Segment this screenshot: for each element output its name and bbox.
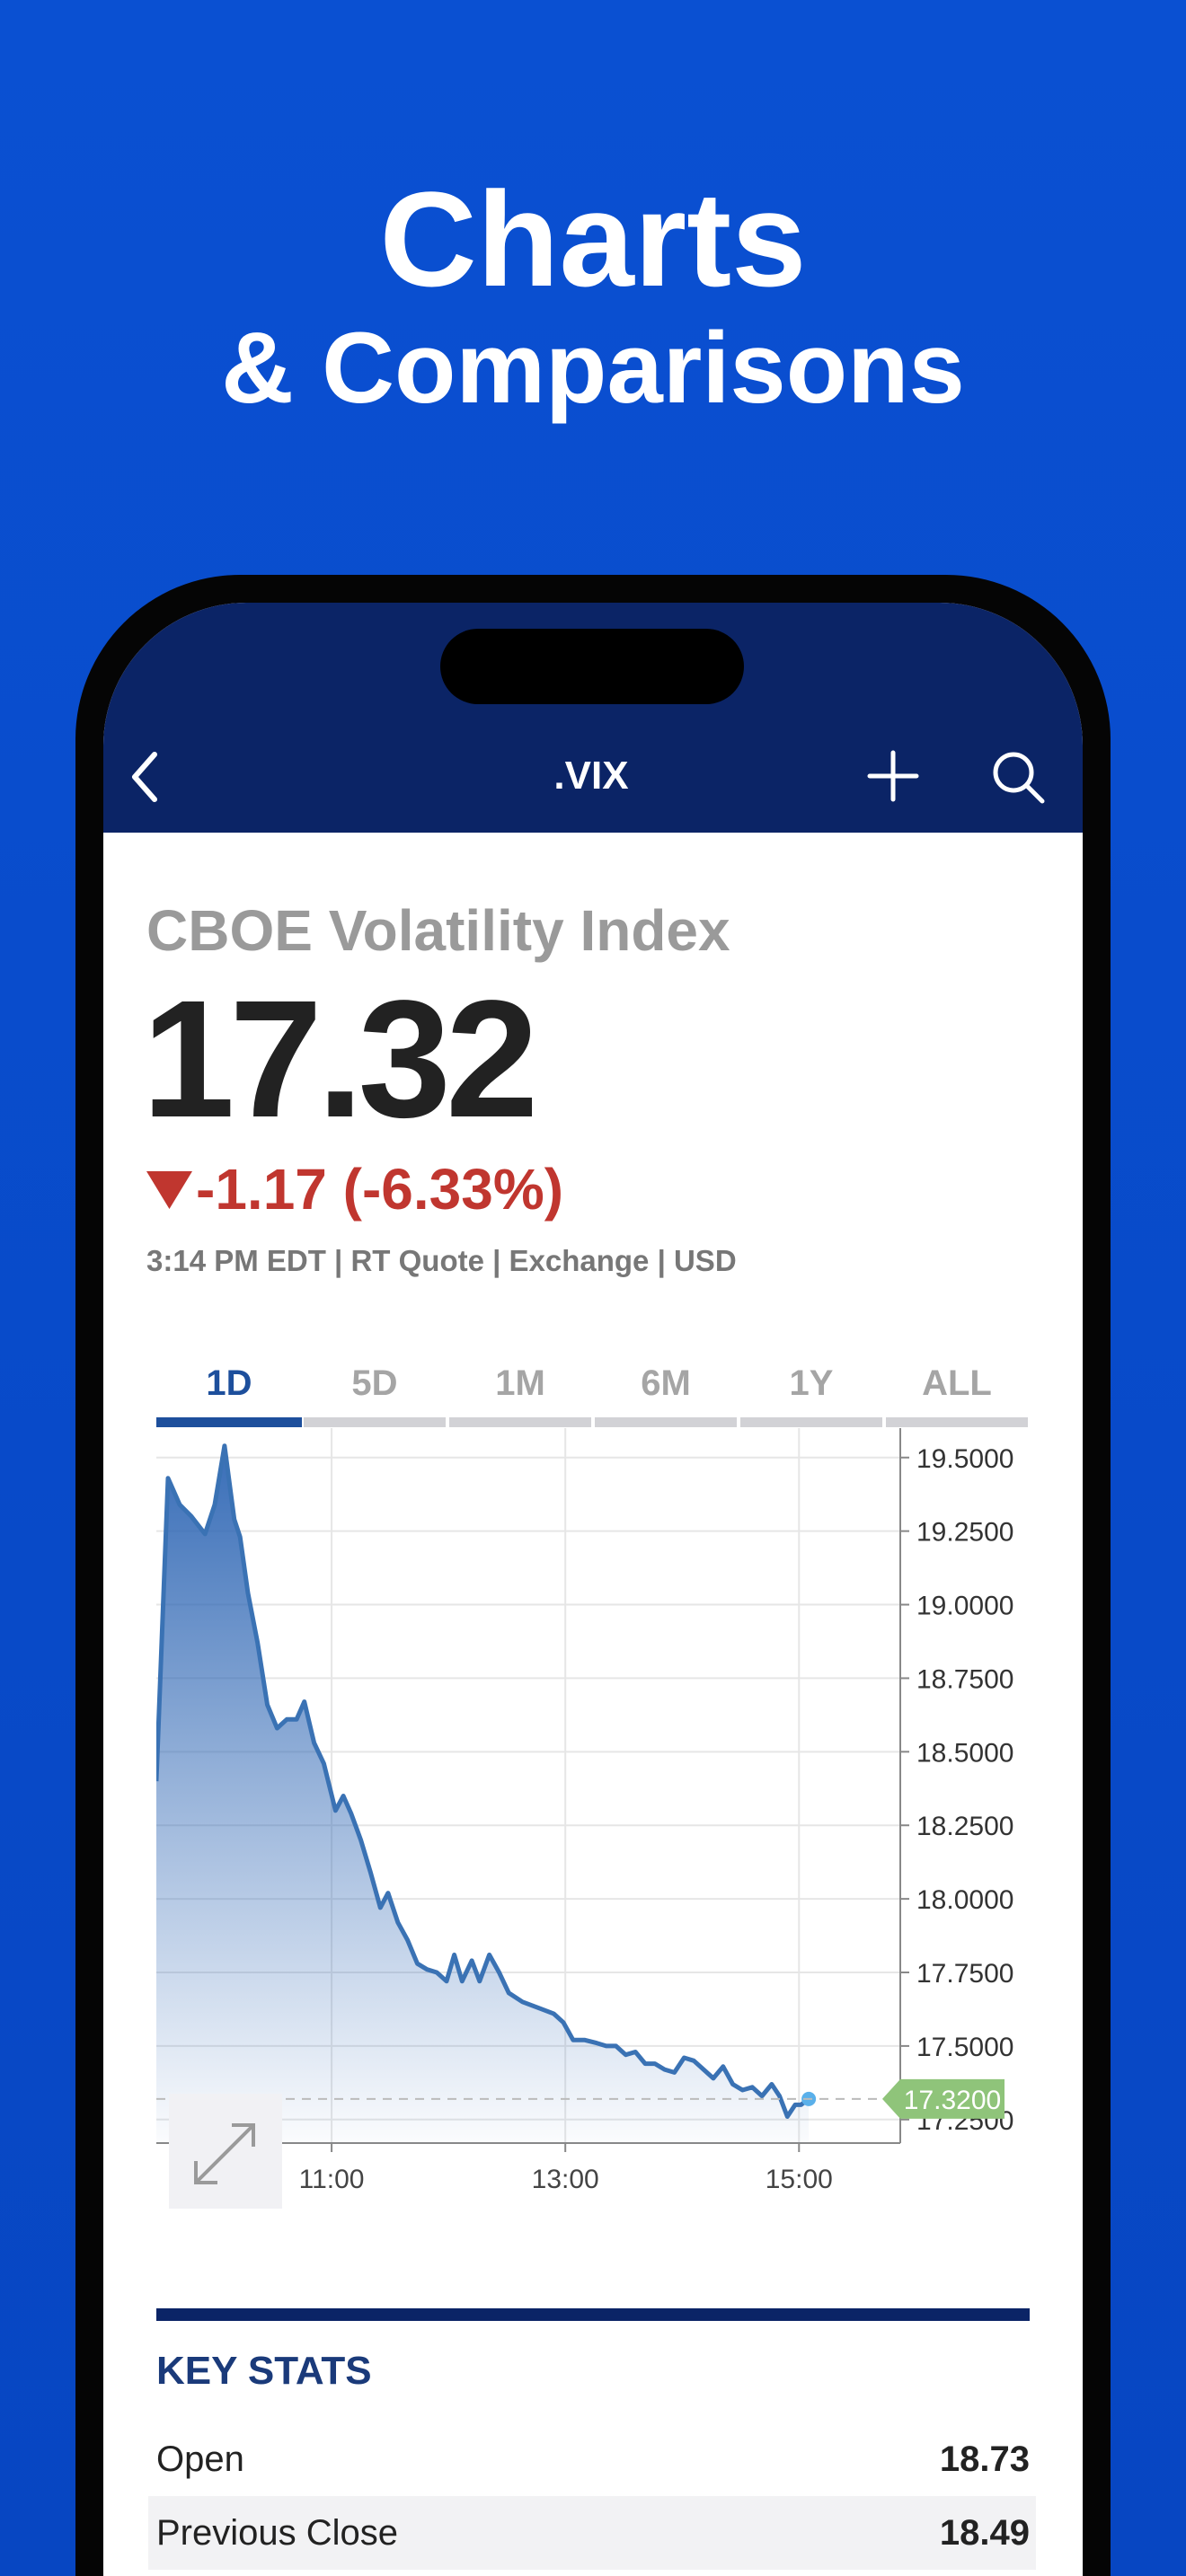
x-tick-label: 13:00 — [532, 2165, 599, 2194]
stat-label: Open — [156, 2439, 244, 2479]
y-tick-label: 19.2500 — [916, 1518, 1013, 1548]
search-button[interactable] — [993, 752, 1045, 804]
tab-indicator — [886, 1417, 1028, 1427]
period-tab[interactable]: 1M — [495, 1363, 545, 1403]
y-tick-label: 17.7500 — [916, 1959, 1013, 1989]
x-tick-label: 15:00 — [766, 2165, 833, 2194]
period-tab[interactable]: 1Y — [790, 1363, 834, 1403]
period-tabs: 1D 5D 1M 6M 1Y ALL — [156, 1363, 1028, 1427]
expand-button[interactable] — [169, 2094, 282, 2209]
x-tick-label: 11:00 — [299, 2165, 365, 2194]
plot — [156, 1443, 810, 2143]
period-tab[interactable]: 1D — [206, 1363, 252, 1403]
y-tick-label: 18.7500 — [916, 1664, 1013, 1694]
security-name: CBOE Volatility Index — [146, 898, 730, 963]
dynamic-island — [440, 629, 744, 704]
period-tab[interactable]: ALL — [922, 1363, 992, 1403]
y-tick-label: 19.0000 — [916, 1592, 1013, 1621]
tab-indicator — [156, 1417, 302, 1427]
section-title: KEY STATS — [156, 2349, 372, 2393]
tab-indicator — [595, 1417, 737, 1427]
row-background — [148, 2496, 1036, 2570]
stat-value: 18.73 — [940, 2439, 1030, 2479]
section-rule — [156, 2308, 1030, 2321]
add-button[interactable] — [867, 750, 919, 802]
y-tick-label: 17.5000 — [916, 2033, 1013, 2062]
price: 17.32 — [142, 966, 533, 1152]
price-change: -1.17 (-6.33%) — [196, 1157, 563, 1222]
nav-title: .VIX — [553, 754, 628, 798]
tab-indicator — [740, 1417, 882, 1427]
promo-subtitle: & Comparisons — [221, 312, 965, 424]
stat-value: 18.49 — [940, 2513, 1030, 2553]
stat-label: Previous Close — [156, 2513, 398, 2553]
nav-bar — [103, 603, 1083, 833]
period-tab[interactable]: 5D — [351, 1363, 397, 1403]
y-tick-label: 18.0000 — [916, 1885, 1013, 1915]
area — [156, 1445, 810, 2143]
down-arrow — [146, 1171, 192, 1209]
chart: 17.250017.500017.750018.000018.250018.50… — [156, 1428, 1013, 2194]
last-price-label: 17.3200 — [904, 2086, 1001, 2115]
promo-title: Charts — [379, 163, 806, 314]
back-button[interactable] — [132, 752, 157, 802]
quote-meta: 3:14 PM EDT | RT Quote | Exchange | USD — [146, 1244, 737, 1277]
last-price-tag — [882, 2078, 1005, 2119]
period-tab[interactable]: 6M — [641, 1363, 691, 1403]
tab-indicator — [304, 1417, 446, 1427]
y-tick-label: 18.5000 — [916, 1738, 1013, 1768]
y-tick-label: 18.2500 — [916, 1812, 1013, 1841]
tab-indicator — [449, 1417, 591, 1427]
y-tick-label: 19.5000 — [916, 1444, 1013, 1474]
price-line — [156, 1443, 810, 2119]
